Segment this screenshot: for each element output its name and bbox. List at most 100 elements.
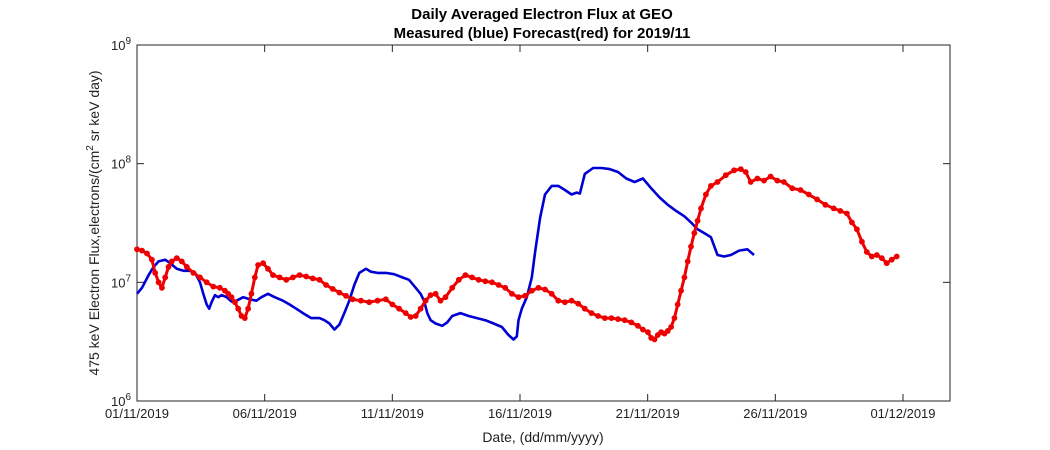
forecast-point <box>502 284 509 291</box>
forecast-point <box>134 246 140 253</box>
x-tick-label: 01/12/2019 <box>870 406 935 421</box>
forecast-point <box>601 315 608 321</box>
forecast-point <box>165 264 172 270</box>
forecast-point <box>469 274 475 281</box>
forecast-point <box>805 191 812 198</box>
forecast-point <box>217 284 223 291</box>
forecast-point <box>628 319 635 326</box>
forecast-point <box>336 289 343 296</box>
forecast-point <box>358 297 364 304</box>
forecast-point <box>190 270 197 276</box>
forecast-point <box>296 272 303 278</box>
forecast-point <box>548 290 555 297</box>
forecast-point <box>427 292 434 298</box>
forecast-point <box>402 310 409 316</box>
y-axis-label-tail: sr keV day) <box>86 70 102 145</box>
forecast-point <box>814 196 820 203</box>
forecast-point <box>162 274 169 281</box>
forecast-point <box>883 260 890 267</box>
forecast-point <box>522 292 528 299</box>
forecast-point <box>737 166 744 173</box>
forecast-point <box>854 226 860 233</box>
forecast-point <box>417 305 424 312</box>
forecast-point <box>691 230 698 237</box>
forecast-point <box>232 299 238 306</box>
forecast-point <box>475 276 482 283</box>
forecast-point <box>645 329 651 336</box>
forecast-point <box>789 185 796 192</box>
chart-subtitle: Measured (blue) Forecast(red) for 2019/1… <box>394 25 691 42</box>
forecast-point <box>761 177 767 184</box>
forecast-point <box>562 299 568 306</box>
forecast-point <box>309 275 316 282</box>
forecast-point <box>684 258 691 265</box>
x-axis: 01/11/2019 06/11/2019 11/11/2019 16/11/2019… <box>105 45 936 421</box>
forecast-point <box>830 205 837 212</box>
forecast-point <box>178 258 185 265</box>
forecast-point <box>203 279 210 286</box>
forecast-point <box>863 249 870 255</box>
forecast-point <box>366 299 373 306</box>
forecast-point <box>228 294 235 301</box>
forecast-point <box>615 316 621 322</box>
forecast-point <box>462 272 469 278</box>
x-tick-label: 26/11/2019 <box>743 406 807 421</box>
forecast-point <box>731 167 737 174</box>
x-tick-label: 01/11/2019 <box>105 406 169 421</box>
x-tick-label: 06/11/2019 <box>233 406 297 421</box>
forecast-point <box>774 177 781 184</box>
forecast-point <box>621 317 628 324</box>
forecast-point <box>868 253 875 260</box>
forecast-point <box>276 274 283 281</box>
forecast-point <box>449 284 456 291</box>
forecast-point <box>495 282 502 288</box>
forecast-point <box>407 314 414 320</box>
forecast-point <box>349 296 356 303</box>
forecast-point <box>747 179 754 185</box>
x-axis-label: Date, (dd/mm/yyyy) <box>482 429 603 445</box>
forecast-point <box>878 255 885 261</box>
forecast-point <box>303 273 310 280</box>
forecast-point <box>822 201 829 208</box>
forecast-point <box>437 297 444 304</box>
forecast-point <box>528 287 535 294</box>
forecast-point <box>159 284 165 291</box>
forecast-point <box>893 253 900 260</box>
forecast-point <box>888 256 895 263</box>
x-tick-label: 16/11/2019 <box>488 406 552 421</box>
y-tick-label: 109 <box>111 36 131 53</box>
forecast-point <box>509 290 515 297</box>
x-tick-label: 21/11/2019 <box>616 406 680 421</box>
forecast-point <box>412 313 419 319</box>
forecast-point <box>290 274 296 281</box>
forecast-point <box>270 272 276 278</box>
forecast-point <box>535 284 542 291</box>
y-tick-label: 107 <box>111 273 131 290</box>
forecast-point <box>248 290 255 297</box>
forecast-point <box>144 250 150 257</box>
forecast-point <box>155 279 162 286</box>
y-tick-label: 108 <box>111 155 131 172</box>
forecast-point <box>343 292 349 299</box>
forecast-point <box>168 258 175 265</box>
y-axis: 106 107 108 109 <box>111 36 950 409</box>
forecast-point <box>422 297 429 304</box>
forecast-point <box>197 274 203 281</box>
y-axis-label-main: 475 keV Electron Flux,electrons/(cm <box>86 151 102 376</box>
forecast-point <box>873 252 880 258</box>
forecast-point <box>382 296 389 303</box>
forecast-point <box>581 305 588 312</box>
forecast-point <box>245 305 252 312</box>
forecast-point <box>714 179 721 185</box>
forecast-point <box>241 315 248 321</box>
forecast-point <box>515 294 522 301</box>
forecast-point <box>767 173 774 180</box>
forecast-point <box>703 191 709 198</box>
forecast-point <box>575 300 582 307</box>
forecast-point <box>442 294 449 301</box>
forecast-point <box>323 282 329 288</box>
forecast-point <box>568 297 575 304</box>
forecast-point <box>149 256 155 263</box>
